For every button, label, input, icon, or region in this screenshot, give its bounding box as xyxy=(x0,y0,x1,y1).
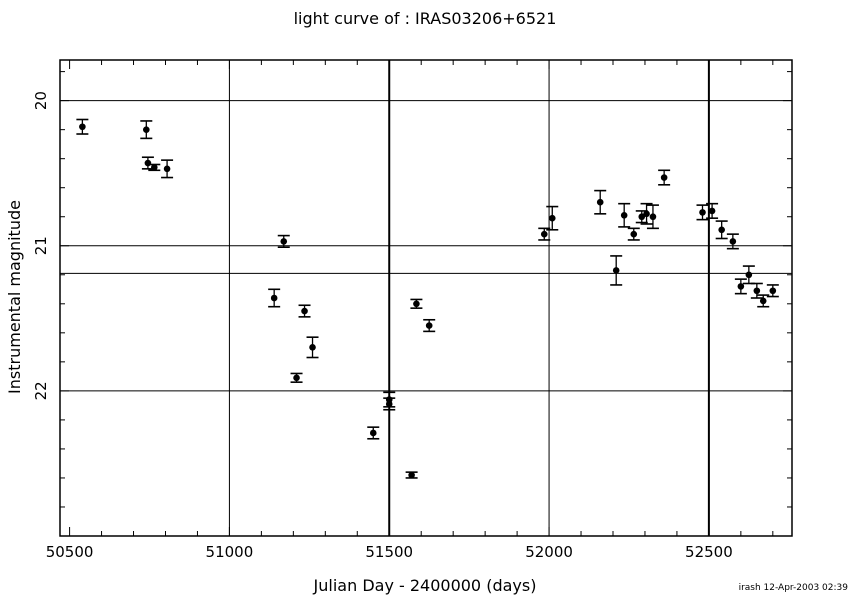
data-point xyxy=(638,213,646,221)
data-point xyxy=(660,174,668,181)
data-point xyxy=(630,230,638,238)
x-tick-label: 52000 xyxy=(525,543,573,561)
data-point xyxy=(737,283,745,290)
data-point xyxy=(596,198,604,206)
data-point xyxy=(620,211,628,219)
y-tick-label: 20 xyxy=(32,91,50,110)
data-point xyxy=(708,207,716,215)
x-tick-label: 51000 xyxy=(206,543,254,561)
data-point xyxy=(699,209,706,216)
data-point xyxy=(280,238,288,245)
data-point xyxy=(729,238,737,245)
data-point xyxy=(408,471,415,479)
x-tick-label: 51500 xyxy=(365,543,413,561)
data-point xyxy=(79,123,86,131)
chart-title: light curve of : IRAS03206+6521 xyxy=(294,9,557,28)
data-point xyxy=(385,400,393,408)
y-axis-label: Instrumental magnitude xyxy=(5,200,24,394)
data-point xyxy=(143,126,150,133)
data-point xyxy=(612,267,620,274)
data-point xyxy=(769,287,777,295)
data-point xyxy=(649,213,657,221)
data-point xyxy=(301,307,308,315)
plot-frame xyxy=(59,59,793,537)
x-tick-label: 50500 xyxy=(46,543,94,561)
data-point xyxy=(753,287,761,295)
data-point xyxy=(293,374,300,382)
data-point xyxy=(548,214,556,222)
data-point xyxy=(540,230,548,238)
data-point xyxy=(144,159,152,167)
data-point xyxy=(745,271,753,279)
data-point xyxy=(270,294,278,302)
footer-timestamp: irash 12-Apr-2003 02:39 xyxy=(739,583,849,593)
data-point xyxy=(150,164,158,171)
data-point xyxy=(413,300,420,308)
y-tick-label: 22 xyxy=(32,381,50,400)
data-point xyxy=(718,226,725,234)
data-point xyxy=(309,344,316,351)
x-axis-label: Julian Day - 2400000 (days) xyxy=(313,576,537,595)
data-point xyxy=(643,210,650,218)
data-point xyxy=(425,322,433,329)
data-point xyxy=(369,429,377,437)
data-point xyxy=(163,165,171,173)
data-point xyxy=(759,297,767,305)
y-tick-label: 21 xyxy=(32,236,50,255)
x-tick-label: 52500 xyxy=(685,543,733,561)
